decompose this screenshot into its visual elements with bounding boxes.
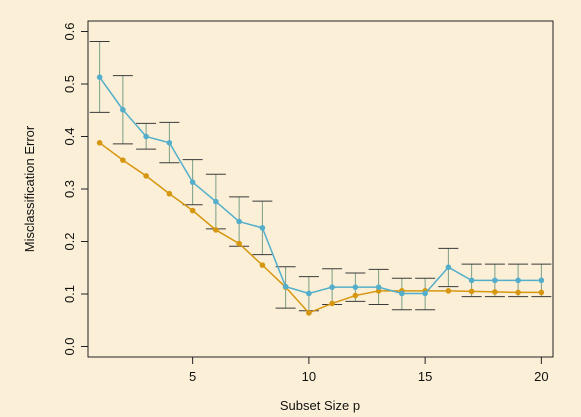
plot-frame — [87, 20, 554, 358]
data-point — [329, 300, 335, 307]
series-line-2 — [99, 76, 542, 295]
y-tick-label: 0.0 — [62, 337, 77, 355]
data-point — [492, 289, 498, 295]
series-group — [96, 74, 545, 316]
data-point — [329, 284, 335, 290]
data-point — [259, 225, 266, 231]
data-point — [120, 157, 126, 163]
data-point — [422, 290, 428, 297]
data-point — [375, 284, 382, 290]
data-point — [189, 179, 196, 185]
data-point — [143, 173, 149, 179]
x-axis-label: Subset Size p — [280, 398, 360, 413]
x-axis: 5 10 15 20 — [189, 357, 549, 384]
data-point — [306, 290, 312, 297]
data-point — [120, 106, 126, 113]
data-point — [213, 198, 219, 205]
data-point — [143, 133, 149, 140]
data-point — [538, 289, 545, 296]
y-tick-label: 0.6 — [62, 22, 77, 40]
data-point — [445, 288, 452, 294]
x-tick-label: 5 — [189, 369, 196, 384]
data-point — [306, 310, 312, 316]
data-point — [468, 277, 475, 284]
y-axis: 0.0 0.1 0.2 0.3 0.4 0.5 0.6 — [62, 22, 88, 356]
x-tick-label: 10 — [302, 369, 316, 384]
series-line-1 — [99, 142, 542, 314]
data-point — [445, 264, 452, 271]
y-axis-label: Misclassification Error — [22, 125, 37, 252]
data-point — [236, 218, 242, 225]
data-point — [468, 288, 475, 295]
data-point — [189, 207, 196, 214]
data-point — [352, 292, 359, 299]
data-point — [96, 140, 103, 146]
error-bars — [89, 40, 552, 312]
data-point — [282, 283, 289, 290]
y-tick-label: 0.5 — [62, 75, 77, 93]
data-point — [399, 290, 405, 297]
data-point — [166, 190, 173, 197]
y-tick-label: 0.1 — [62, 285, 77, 303]
y-tick-label: 0.4 — [62, 127, 77, 145]
data-point — [166, 140, 173, 146]
data-point — [515, 289, 521, 296]
data-point — [213, 227, 219, 233]
data-point — [236, 240, 242, 247]
data-point — [492, 277, 498, 284]
x-tick-label: 15 — [418, 369, 432, 384]
data-point — [538, 277, 545, 284]
y-tick-label: 0.3 — [62, 180, 77, 198]
data-point — [96, 74, 103, 80]
data-point — [515, 277, 521, 284]
x-tick-label: 20 — [534, 369, 548, 384]
y-tick-label: 0.2 — [62, 232, 77, 250]
data-point — [259, 262, 266, 268]
data-point — [352, 284, 359, 290]
